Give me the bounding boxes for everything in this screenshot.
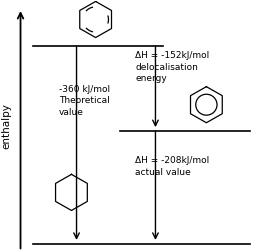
Text: ΔH = -208kJ/mol
actual value: ΔH = -208kJ/mol actual value <box>135 156 209 177</box>
Text: enthalpy: enthalpy <box>2 103 12 149</box>
Text: -360 kJ/mol
Theoretical
value: -360 kJ/mol Theoretical value <box>59 85 110 117</box>
Text: ΔH = -152kJ/mol
delocalisation
energy: ΔH = -152kJ/mol delocalisation energy <box>135 51 209 83</box>
